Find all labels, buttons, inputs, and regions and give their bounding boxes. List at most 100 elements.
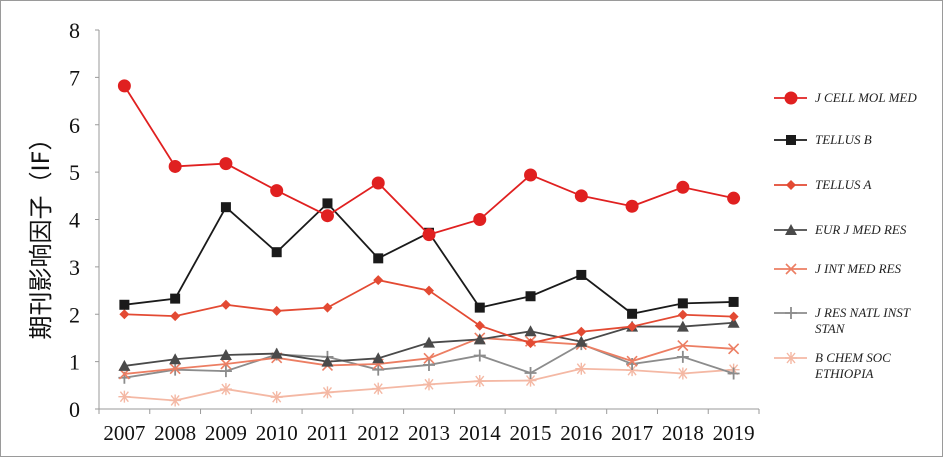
data-point	[677, 309, 688, 320]
data-point	[372, 352, 385, 364]
data-point	[168, 159, 182, 173]
y-tick-label: 7	[69, 65, 80, 90]
legend-label: TELLUS B	[815, 132, 872, 147]
data-point	[220, 299, 231, 310]
data-point	[473, 349, 486, 362]
data-point	[474, 302, 485, 313]
legend-swatch-marker	[785, 224, 797, 235]
data-point	[322, 302, 333, 313]
series-1	[119, 198, 739, 319]
series-6	[118, 362, 740, 407]
data-point	[170, 293, 181, 304]
x-tick-label: 2016	[560, 421, 602, 445]
data-point	[119, 299, 130, 310]
legend-swatch-marker	[786, 135, 796, 145]
data-point	[373, 253, 384, 264]
y-tick-label: 6	[69, 113, 80, 138]
data-point	[473, 375, 486, 388]
data-point	[728, 296, 739, 307]
y-tick-label: 4	[69, 208, 80, 233]
data-point	[170, 311, 181, 322]
data-point	[525, 338, 536, 349]
legend-item: TELLUS B	[774, 132, 872, 147]
data-point	[169, 363, 181, 375]
data-point	[423, 352, 435, 364]
y-tick-label: 1	[69, 350, 80, 375]
series-2	[119, 275, 739, 349]
data-point	[524, 366, 537, 379]
data-point	[270, 347, 283, 359]
data-point	[270, 391, 283, 404]
data-point	[576, 269, 587, 280]
data-point	[676, 367, 689, 380]
data-point	[220, 358, 232, 370]
data-point	[322, 198, 333, 209]
data-point	[627, 308, 638, 319]
legend-label: J RES NATL INST	[815, 305, 911, 320]
legend-label: B CHEM SOC	[815, 350, 891, 365]
data-point	[524, 168, 538, 182]
data-point	[371, 176, 385, 190]
data-point	[320, 209, 334, 223]
data-point	[727, 191, 741, 205]
data-point	[424, 285, 434, 296]
data-point	[169, 353, 182, 365]
data-point	[219, 383, 232, 396]
data-point	[524, 325, 537, 337]
legend-item: J CELL MOL MED	[774, 90, 917, 105]
legend-item: EUR J MED RES	[774, 222, 907, 237]
data-point	[626, 357, 639, 370]
x-tick-label: 2014	[459, 421, 502, 445]
legend-swatch-marker	[786, 180, 796, 190]
legend-item: TELLUS A	[774, 177, 872, 192]
data-point	[676, 180, 690, 194]
data-point	[119, 309, 130, 320]
data-point	[474, 320, 485, 331]
data-point	[728, 343, 740, 355]
x-tick-labels: 2007 2008 2009 2010 2011 2012 2013 2014 2015 2016…	[103, 421, 754, 445]
data-point	[118, 390, 131, 403]
y-tick-labels: 0 1 2 3 4 5 6 7 8	[69, 18, 80, 422]
legend-label: STAN	[815, 321, 846, 336]
data-point	[575, 362, 588, 375]
legend-label: ETHIOPIA	[814, 366, 874, 381]
data-point	[117, 79, 131, 93]
series-layer	[117, 79, 741, 407]
data-point	[423, 358, 435, 371]
legend-swatch-marker	[785, 263, 797, 275]
series-4	[118, 332, 740, 380]
axes	[95, 29, 760, 414]
data-point	[677, 339, 689, 352]
series-line	[123, 85, 734, 236]
data-point	[727, 316, 740, 328]
legend-label: EUR J MED RES	[814, 222, 907, 237]
data-point	[627, 321, 638, 332]
data-point	[219, 365, 232, 378]
data-point	[423, 336, 435, 348]
legend-item: J INT MED RES	[774, 261, 902, 276]
data-point	[422, 228, 436, 242]
data-point	[372, 382, 385, 395]
data-point	[423, 378, 435, 391]
data-point	[728, 311, 739, 322]
y-tick-label: 8	[69, 18, 80, 43]
x-tick-label: 2015	[510, 421, 552, 445]
y-axis-label: 期刊影响因子（IF）	[27, 127, 55, 340]
data-point	[169, 394, 182, 407]
legend-swatch-marker	[785, 352, 797, 364]
legend-label: TELLUS A	[815, 177, 872, 192]
x-tick-label: 2008	[154, 421, 196, 445]
series-0	[117, 79, 741, 242]
data-point	[575, 335, 588, 347]
x-tick-label: 2012	[357, 421, 399, 445]
legend: J CELL MOL MED TELLUS B TELLUS A EUR J MED …	[774, 90, 917, 381]
legend-label: J INT MED RES	[815, 261, 902, 276]
data-point	[372, 363, 385, 376]
data-point	[271, 247, 282, 258]
y-tick-label: 5	[69, 160, 80, 185]
legend-swatch-marker	[785, 307, 797, 319]
